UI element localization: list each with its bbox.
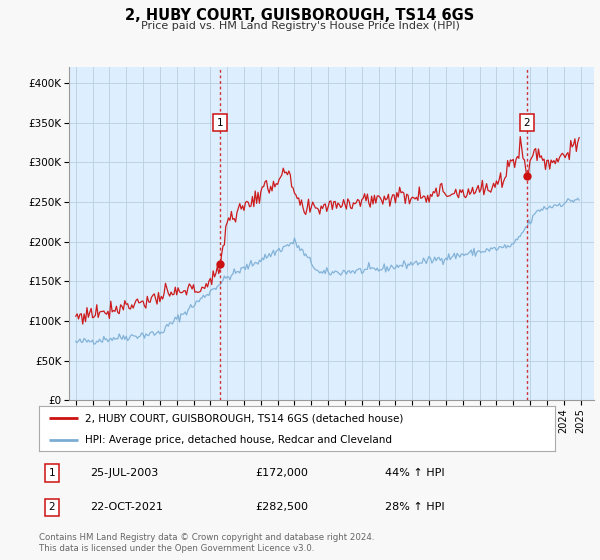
Text: 2, HUBY COURT, GUISBOROUGH, TS14 6GS: 2, HUBY COURT, GUISBOROUGH, TS14 6GS	[125, 8, 475, 24]
Text: Contains HM Land Registry data © Crown copyright and database right 2024.
This d: Contains HM Land Registry data © Crown c…	[39, 533, 374, 553]
Text: 28% ↑ HPI: 28% ↑ HPI	[385, 502, 445, 512]
Text: 1: 1	[49, 468, 55, 478]
Text: 1: 1	[217, 118, 223, 128]
Text: 25-JUL-2003: 25-JUL-2003	[91, 468, 159, 478]
Text: 22-OCT-2021: 22-OCT-2021	[91, 502, 164, 512]
Text: Price paid vs. HM Land Registry's House Price Index (HPI): Price paid vs. HM Land Registry's House …	[140, 21, 460, 31]
Text: 2, HUBY COURT, GUISBOROUGH, TS14 6GS (detached house): 2, HUBY COURT, GUISBOROUGH, TS14 6GS (de…	[85, 413, 404, 423]
Text: 2: 2	[49, 502, 55, 512]
Text: £282,500: £282,500	[256, 502, 309, 512]
Text: HPI: Average price, detached house, Redcar and Cleveland: HPI: Average price, detached house, Redc…	[85, 435, 392, 445]
Text: 2: 2	[524, 118, 530, 128]
Text: 44% ↑ HPI: 44% ↑ HPI	[385, 468, 445, 478]
Text: £172,000: £172,000	[256, 468, 308, 478]
